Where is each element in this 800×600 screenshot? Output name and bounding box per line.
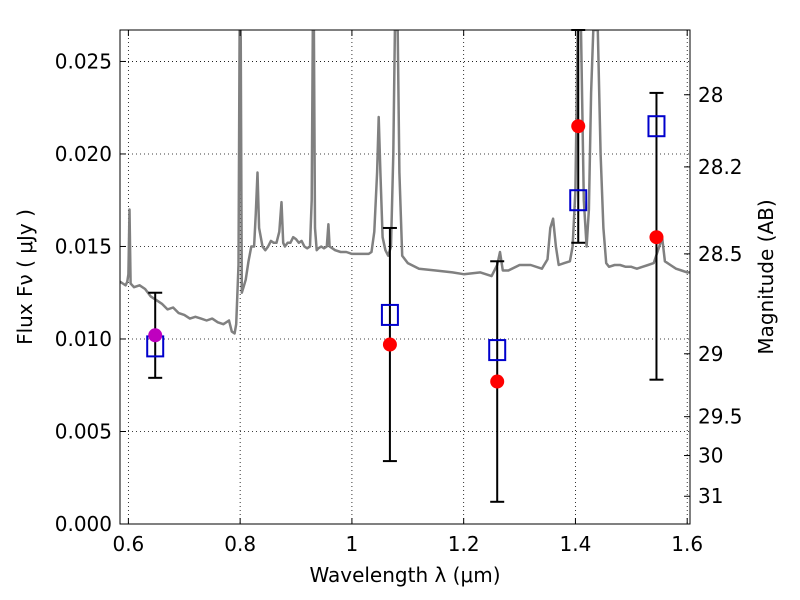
y-tick-label: 0.025 (55, 49, 112, 73)
x-tick-label: 0.8 (224, 532, 256, 556)
right-tick-label: 29 (698, 342, 723, 366)
marker-layer (146, 115, 666, 389)
right-tick-label: 31 (698, 484, 723, 508)
right-tick-label: 28.5 (698, 242, 743, 266)
y-axis-right-title: Magnitude (AB) (754, 199, 778, 354)
spectrum-layer (120, 30, 690, 335)
right-tick-label: 29.5 (698, 405, 743, 429)
y-tick-label: 0.005 (55, 419, 112, 443)
model-square-marker (488, 339, 507, 362)
y-tick-label: 0.000 (55, 512, 112, 536)
y-axis-left-title: Flux Fν ( μJy ) (13, 209, 37, 345)
model-square-marker (647, 115, 666, 138)
right-tick-label: 30 (698, 444, 723, 468)
model-square-marker (380, 303, 399, 326)
x-tick-label: 1 (346, 532, 359, 556)
right-tick-label: 28.2 (698, 155, 743, 179)
x-axis-title: Wavelength λ (μm) (309, 563, 500, 587)
y-axis-right: 28 28.2 28.5 29 29.5 30 31 (684, 83, 743, 508)
y-axis-left: 0.000 0.005 0.010 0.015 0.020 0.025 (55, 49, 126, 536)
y-tick-label: 0.020 (55, 142, 112, 166)
observed-flux-point (490, 374, 505, 389)
observed-flux-point (571, 119, 586, 134)
y-tick-label: 0.015 (55, 234, 112, 258)
x-tick-label: 1.6 (671, 532, 703, 556)
plot-background (120, 30, 690, 524)
x-tick-label: 0.6 (112, 532, 144, 556)
model-square-marker (569, 189, 588, 212)
spectrum-line (120, 30, 690, 335)
observed-flux-point (148, 328, 163, 343)
observed-flux-point (649, 230, 664, 245)
x-axis: 0.6 0.8 1 1.2 1.4 1.6 (112, 30, 703, 556)
plot-frame (119, 29, 691, 525)
right-tick-label: 28 (698, 83, 723, 107)
observed-flux-point (382, 337, 397, 352)
x-tick-label: 1.4 (560, 532, 592, 556)
y-tick-label: 0.010 (55, 327, 112, 351)
x-tick-label: 1.2 (448, 532, 480, 556)
